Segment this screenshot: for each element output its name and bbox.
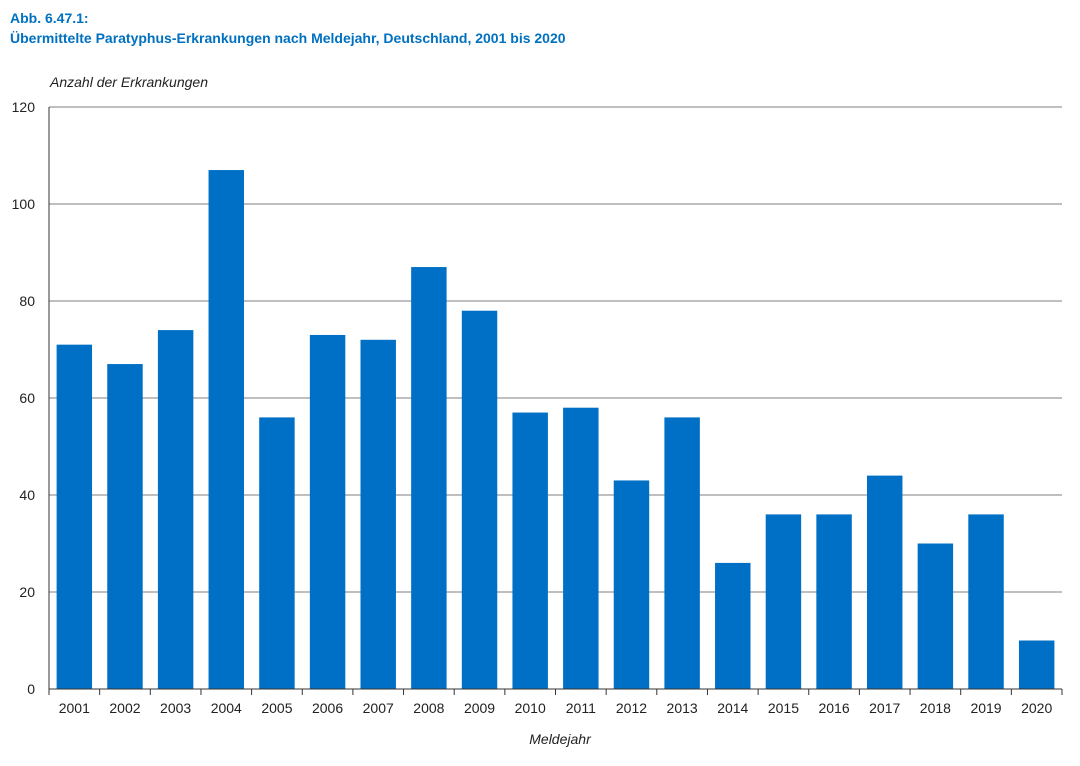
bar-2008 xyxy=(411,267,447,689)
bar-2015 xyxy=(765,514,802,689)
x-tick-label: 2007 xyxy=(363,700,394,716)
y-axis-label: Anzahl der Erkrankungen xyxy=(50,74,208,90)
x-tick-label: 2009 xyxy=(464,700,495,716)
bar-2003 xyxy=(157,330,194,689)
x-tick-label: 2014 xyxy=(717,700,748,716)
bar-2013 xyxy=(664,417,700,689)
figure-heading: Abb. 6.47.1: Übermittelte Paratyphus-Erk… xyxy=(10,8,566,48)
y-tick-label: 20 xyxy=(19,584,35,600)
bar-2019 xyxy=(968,514,1004,689)
bar-2004 xyxy=(208,170,245,690)
x-tick-label: 2008 xyxy=(413,700,444,716)
x-tick-label: 2017 xyxy=(869,700,900,716)
axes: 0 20 40 60 80 100 120 2001 2002 2003 2004 2005 2006 2… xyxy=(12,99,1063,716)
y-tick-label: 0 xyxy=(27,681,35,697)
x-tick-label: 2013 xyxy=(667,700,698,716)
x-tick-label: 2004 xyxy=(211,700,242,716)
y-tick-label: 60 xyxy=(19,390,35,406)
x-tick-label: 2005 xyxy=(261,700,292,716)
bar-2018 xyxy=(917,543,954,689)
x-tick-label: 2002 xyxy=(109,700,140,716)
bar-2010 xyxy=(512,412,548,689)
x-tick-label: 2016 xyxy=(818,700,849,716)
bar-2020 xyxy=(1018,640,1055,689)
bar-2014 xyxy=(715,562,751,689)
y-tick-label: 80 xyxy=(19,293,35,309)
bar-2002 xyxy=(107,364,143,689)
x-axis-label: Meldejahr xyxy=(529,731,591,747)
bar-2017 xyxy=(866,475,903,689)
x-tick-label: 2019 xyxy=(970,700,1001,716)
figure-number: Abb. 6.47.1: xyxy=(10,10,89,26)
bar-2009 xyxy=(461,310,498,689)
bar-2016 xyxy=(816,514,852,689)
bar-2005 xyxy=(259,417,295,689)
x-tick-label: 2011 xyxy=(566,700,596,716)
bar-2007 xyxy=(360,339,396,689)
x-tick-label: 2012 xyxy=(616,700,647,716)
x-tick-label: 2003 xyxy=(160,700,191,716)
x-tick-label: 2015 xyxy=(768,700,799,716)
x-tick-label: 2020 xyxy=(1021,700,1052,716)
bar-2011 xyxy=(563,407,599,689)
y-tick-label: 40 xyxy=(19,487,35,503)
x-tick-label: 2006 xyxy=(312,700,343,716)
bar-2006 xyxy=(309,334,346,689)
bar-2012 xyxy=(613,480,650,689)
x-tick-label: 2018 xyxy=(920,700,951,716)
bar-2001 xyxy=(56,344,93,689)
x-tick-label: 2010 xyxy=(515,700,546,716)
x-tick-label: 2001 xyxy=(59,700,90,716)
y-tick-label: 120 xyxy=(12,99,36,115)
y-tick-label: 100 xyxy=(12,196,36,212)
figure-title: Übermittelte Paratyphus-Erkrankungen nac… xyxy=(10,30,566,46)
gridlines xyxy=(49,106,1062,593)
bars xyxy=(56,170,1055,690)
